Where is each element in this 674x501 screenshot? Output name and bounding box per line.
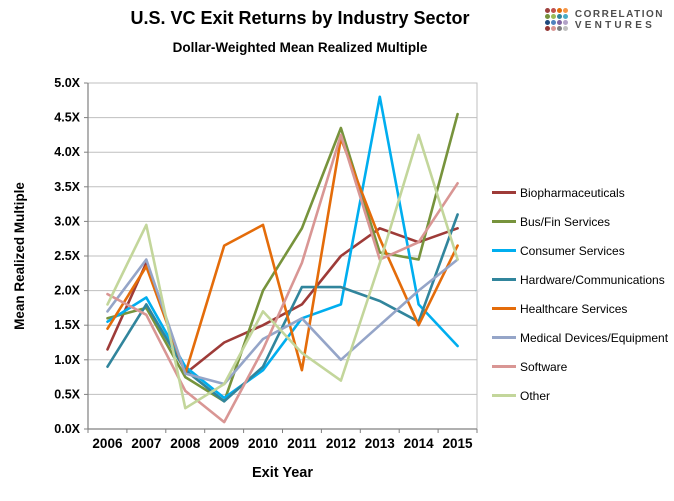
logo-line1: CORRELATION: [574, 9, 664, 20]
chart-legend: Biopharmaceuticals Bus/Fin Services Consum…: [492, 178, 668, 410]
svg-text:4.5X: 4.5X: [54, 111, 80, 125]
legend-item: Healthcare Services: [492, 294, 668, 323]
svg-text:3.0X: 3.0X: [54, 214, 80, 228]
legend-item: Medical Devices/Equipment: [492, 323, 668, 352]
svg-text:2013: 2013: [365, 436, 396, 451]
svg-text:2.0X: 2.0X: [54, 284, 80, 298]
legend-item: Software: [492, 352, 668, 381]
legend-label: Biopharmaceuticals: [520, 185, 625, 200]
legend-item: Consumer Services: [492, 236, 668, 265]
legend-label: Medical Devices/Equipment: [520, 330, 669, 345]
svg-text:2012: 2012: [326, 436, 356, 451]
legend-swatch-icon: [492, 249, 516, 252]
svg-text:2014: 2014: [404, 436, 435, 451]
legend-label: Software: [520, 359, 568, 374]
svg-text:2009: 2009: [209, 436, 239, 451]
legend-label: Healthcare Services: [520, 301, 628, 316]
svg-text:3.5X: 3.5X: [54, 180, 80, 194]
chart-subtitle: Dollar-Weighted Mean Realized Multiple: [172, 40, 428, 55]
svg-text:2015: 2015: [443, 436, 474, 451]
legend-swatch-icon: [492, 365, 516, 368]
logo-line2: VENTURES: [574, 20, 655, 31]
svg-text:2010: 2010: [248, 436, 278, 451]
legend-swatch-icon: [492, 191, 516, 194]
svg-text:2007: 2007: [131, 436, 161, 451]
svg-text:1.5X: 1.5X: [54, 318, 80, 332]
svg-text:5.0X: 5.0X: [54, 76, 80, 90]
svg-text:Mean Realized Multiple: Mean Realized Multiple: [12, 182, 27, 330]
svg-text:4.0X: 4.0X: [54, 145, 80, 159]
svg-text:0.5X: 0.5X: [54, 387, 80, 401]
legend-swatch-icon: [492, 278, 516, 281]
legend-swatch-icon: [492, 336, 516, 339]
legend-swatch-icon: [492, 307, 516, 310]
legend-label: Bus/Fin Services: [520, 214, 611, 229]
legend-label: Hardware/Communications: [520, 272, 665, 287]
svg-text:2008: 2008: [170, 436, 201, 451]
legend-item: Bus/Fin Services: [492, 207, 668, 236]
chart-title: U.S. VC Exit Returns by Industry Sector: [130, 8, 470, 28]
legend-item: Hardware/Communications: [492, 265, 668, 294]
svg-text:1.0X: 1.0X: [54, 353, 80, 367]
logo-dots-icon: [544, 8, 569, 32]
svg-text:2.5X: 2.5X: [54, 249, 80, 263]
legend-item: Biopharmaceuticals: [492, 178, 668, 207]
svg-text:0.0X: 0.0X: [54, 422, 80, 436]
legend-label: Other: [520, 388, 551, 403]
svg-text:2006: 2006: [92, 436, 123, 451]
legend-swatch-icon: [492, 394, 516, 397]
legend-item: Other: [492, 381, 668, 410]
svg-text:Exit Year: Exit Year: [252, 465, 313, 481]
svg-text:2011: 2011: [287, 436, 317, 451]
legend-label: Consumer Services: [520, 243, 625, 258]
legend-swatch-icon: [492, 220, 516, 223]
correlation-ventures-logo: CORRELATION VENTURES: [544, 8, 664, 32]
